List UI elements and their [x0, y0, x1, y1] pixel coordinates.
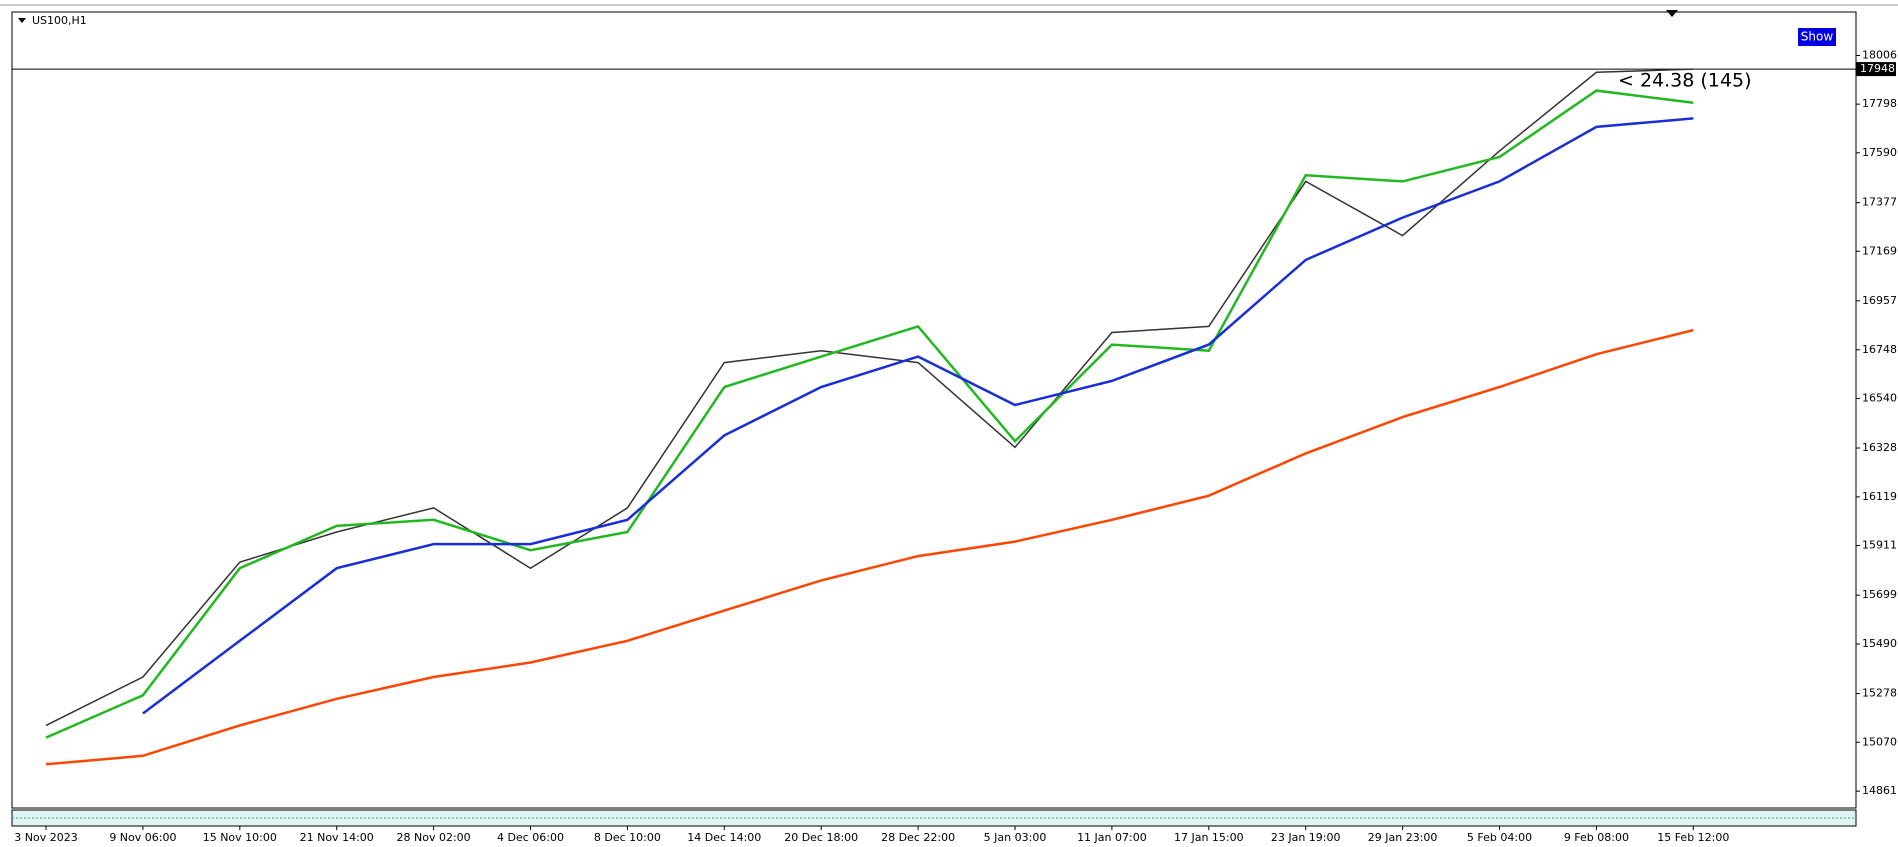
x-tick-label: 17 Jan 15:00: [1174, 831, 1244, 844]
y-tick-label: 18006: [1862, 49, 1897, 62]
symbol-title: US100,H1: [32, 14, 87, 27]
y-tick-label: 16748: [1862, 343, 1897, 356]
x-tick-label: 11 Jan 07:00: [1077, 831, 1147, 844]
x-tick-label: 15 Feb 12:00: [1657, 831, 1729, 844]
x-tick-label: 28 Dec 22:00: [881, 831, 955, 844]
plot-frame: [11, 11, 1857, 809]
y-tick-label: 15490: [1862, 637, 1897, 650]
y-tick-label: 16957: [1862, 294, 1897, 307]
y-tick-label: 15278: [1862, 687, 1897, 700]
x-tick-label: 4 Dec 06:00: [497, 831, 564, 844]
shift-marker: [1666, 10, 1678, 17]
series-line: [45, 89, 1694, 739]
y-tick-label: 15070: [1862, 735, 1897, 748]
x-tick-label: 5 Jan 03:00: [984, 831, 1047, 844]
series-line: [45, 328, 1694, 766]
annotation: < 24.38 (145): [1618, 70, 1751, 92]
show-button-label[interactable]: Show: [1801, 30, 1834, 44]
y-tick-label: 15911: [1862, 539, 1897, 552]
x-tick-label: 28 Nov 02:00: [397, 831, 471, 844]
y-tick-label: 17169: [1862, 244, 1897, 257]
x-tick-label: 23 Jan 19:00: [1271, 831, 1341, 844]
y-tick-label: 17590: [1862, 146, 1897, 159]
y-tick-label: 16328: [1862, 441, 1897, 454]
x-tick-label: 3 Nov 2023: [14, 831, 77, 844]
collapse-icon[interactable]: [18, 18, 26, 23]
x-tick-label: 9 Feb 08:00: [1564, 831, 1629, 844]
x-tick-label: 15 Nov 10:00: [203, 831, 277, 844]
x-tick-label: 20 Dec 18:00: [784, 831, 858, 844]
last-price-box: [1856, 62, 1896, 77]
y-tick-label: 16540: [1862, 391, 1897, 404]
y-tick-label: 17798: [1862, 97, 1897, 110]
x-tick-label: 5 Feb 04:00: [1467, 831, 1532, 844]
last-price-label: 17948: [1860, 62, 1895, 75]
series-line: [45, 68, 1694, 727]
x-tick-label: 9 Nov 06:00: [109, 831, 176, 844]
y-tick-label: 16119: [1862, 490, 1897, 503]
x-tick-label: 14 Dec 14:00: [687, 831, 761, 844]
x-tick-label: 29 Jan 23:00: [1368, 831, 1438, 844]
show-button[interactable]: [1798, 28, 1836, 46]
x-tick-label: 21 Nov 14:00: [300, 831, 374, 844]
y-tick-label: 15699: [1862, 588, 1897, 601]
y-tick-label: 14861: [1862, 784, 1897, 797]
y-tick-label: 17377: [1862, 196, 1897, 209]
x-tick-label: 8 Dec 10:00: [594, 831, 661, 844]
series-line: [142, 117, 1694, 715]
